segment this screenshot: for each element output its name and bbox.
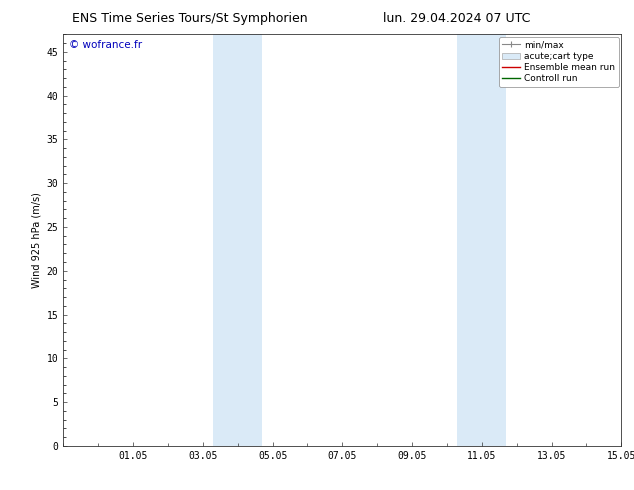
- Text: lun. 29.04.2024 07 UTC: lun. 29.04.2024 07 UTC: [383, 12, 530, 25]
- Y-axis label: Wind 925 hPa (m/s): Wind 925 hPa (m/s): [31, 192, 41, 288]
- Legend: min/max, acute;cart type, Ensemble mean run, Controll run: min/max, acute;cart type, Ensemble mean …: [499, 37, 619, 87]
- Text: ENS Time Series Tours/St Symphorien: ENS Time Series Tours/St Symphorien: [72, 12, 308, 25]
- Bar: [213, 34, 262, 446]
- Text: © wofrance.fr: © wofrance.fr: [69, 41, 142, 50]
- Bar: [458, 34, 506, 446]
